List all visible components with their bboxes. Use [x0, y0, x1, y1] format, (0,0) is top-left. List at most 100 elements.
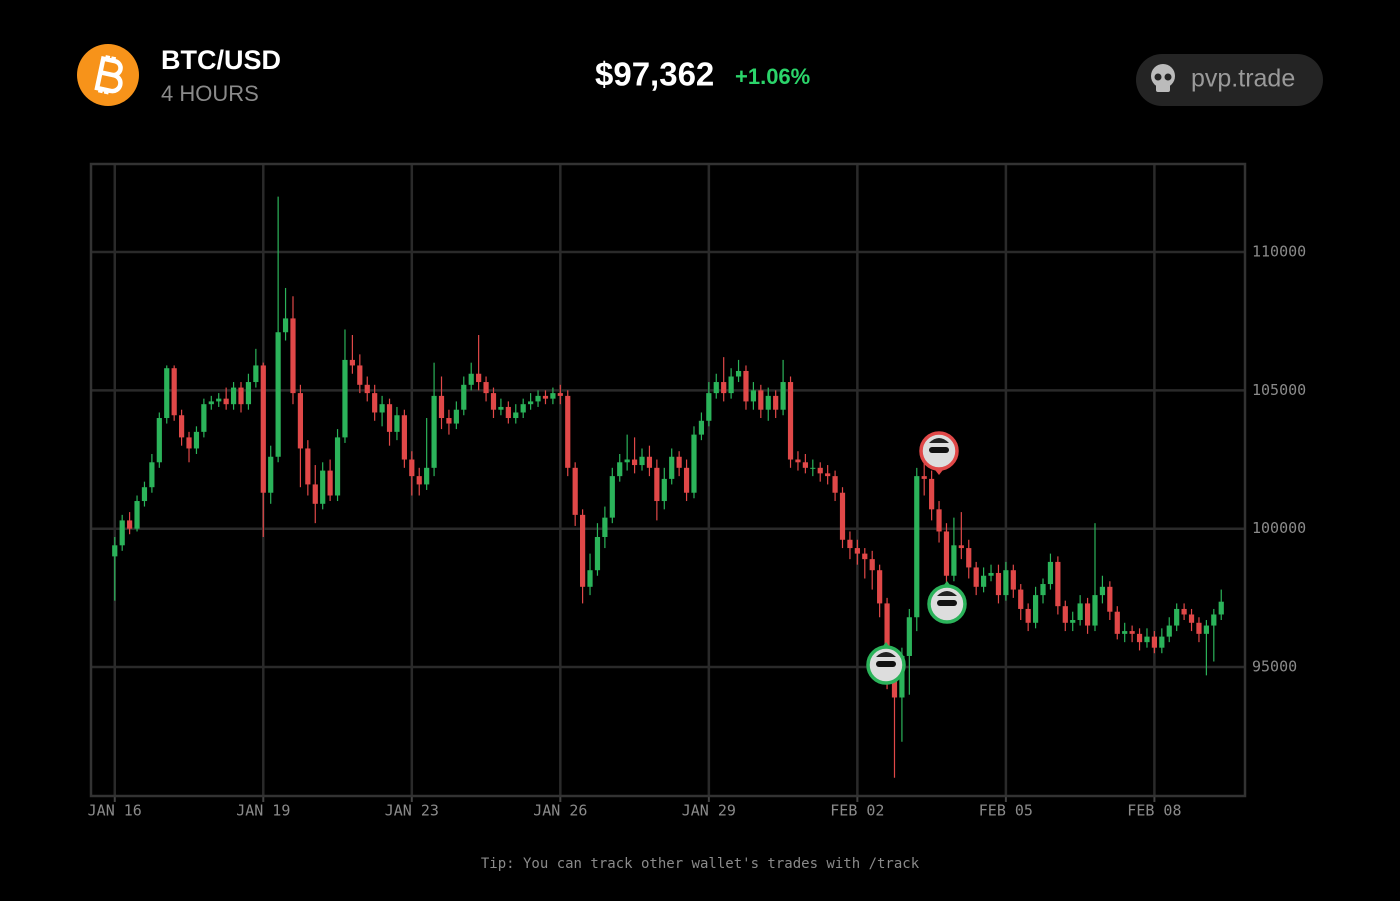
skull-icon [1151, 64, 1175, 92]
price: $97,362 [595, 56, 714, 93]
candle-body [847, 539, 853, 549]
candle-body [1084, 603, 1091, 626]
candle-body [513, 412, 519, 419]
candle-body [119, 520, 125, 546]
candle-body [1107, 586, 1113, 612]
candle-body [981, 575, 987, 587]
candle-body [1122, 631, 1128, 634]
candle-body [1003, 570, 1009, 596]
candle-body [1196, 622, 1202, 634]
candle-body [743, 370, 749, 402]
candle-body [995, 572, 1002, 596]
candle-body [401, 415, 407, 460]
candle-body [698, 420, 705, 435]
candle-body [958, 545, 964, 549]
candle-body [631, 459, 638, 466]
candle-body [1025, 608, 1031, 623]
candle-body [379, 404, 385, 413]
candle-body [765, 395, 771, 410]
candle-body [1203, 625, 1209, 634]
trade-marker [919, 431, 959, 475]
interval: 4 HOURS [161, 81, 259, 106]
candle-body [305, 448, 311, 485]
candle-body [639, 456, 645, 466]
candle-body [624, 459, 630, 463]
candle-body [617, 462, 623, 477]
candle-body [134, 501, 140, 529]
candle-body [669, 456, 675, 479]
x-tick-label: JAN 23 [385, 802, 439, 820]
candle-body [735, 370, 742, 377]
candle-body [1092, 595, 1098, 626]
candle-body [750, 390, 756, 402]
candle-body [810, 467, 816, 469]
candle-body [1181, 608, 1187, 615]
candle-body [342, 359, 348, 438]
candle-body [691, 434, 697, 493]
candle-body [127, 520, 133, 529]
candle-body [357, 365, 363, 385]
candle-body [364, 384, 370, 394]
candle-body [312, 484, 318, 504]
candle-body [572, 467, 578, 515]
candle-body [535, 395, 541, 402]
candle-body [683, 467, 690, 493]
candle-body [1144, 636, 1150, 643]
candle-body [297, 393, 304, 449]
candle-body [431, 395, 437, 468]
candle-body [914, 476, 920, 618]
x-tick-label: FEB 02 [830, 802, 884, 820]
candle-body [1174, 608, 1180, 626]
candle-body [1047, 561, 1054, 585]
candle-body [802, 462, 808, 468]
candle-body [1136, 633, 1143, 643]
pair: BTC/USD [161, 45, 281, 75]
x-tick-label: JAN 16 [88, 802, 142, 820]
candle-body [773, 395, 779, 410]
candle-body [1062, 606, 1068, 623]
candle-body [468, 373, 474, 385]
candle-body [780, 382, 786, 410]
candle-body [193, 431, 200, 449]
candle-body [520, 404, 526, 413]
candle-body [594, 537, 601, 571]
candle-body [609, 476, 615, 518]
candle-body [787, 382, 794, 460]
trade-markers [866, 431, 967, 685]
candle-body [245, 382, 252, 405]
candle-body [1159, 636, 1165, 648]
candle-body [721, 382, 727, 394]
candle-body [386, 404, 393, 432]
candle-body [877, 570, 883, 604]
candle-body [654, 467, 660, 502]
candle-body [550, 393, 556, 399]
candle-body [1010, 570, 1016, 590]
trade-marker [927, 581, 967, 624]
candle-body [394, 415, 400, 432]
brand: pvp.trade [1191, 65, 1295, 93]
candle-body [424, 467, 430, 485]
candle-body [817, 467, 823, 474]
y-tick-label: 105000 [1252, 381, 1306, 399]
candle-body [156, 418, 162, 463]
candle-body [795, 459, 801, 463]
candle-body [453, 409, 459, 424]
candle-body [238, 387, 244, 405]
candle-body [438, 395, 445, 419]
x-tick-label: FEB 08 [1127, 802, 1181, 820]
candle-body [825, 473, 831, 477]
candle-body [149, 462, 155, 488]
candle-body [260, 365, 266, 493]
candle-body [542, 395, 549, 399]
candle-body [208, 401, 214, 405]
candle-body [1218, 601, 1224, 615]
candle-body [943, 531, 950, 576]
candle-body [461, 384, 467, 410]
candle-body [854, 548, 860, 554]
candle-body [171, 368, 177, 416]
candle-body [1151, 636, 1158, 648]
candle-body [320, 470, 326, 504]
candle-body [505, 406, 511, 419]
candle-body [476, 373, 482, 383]
